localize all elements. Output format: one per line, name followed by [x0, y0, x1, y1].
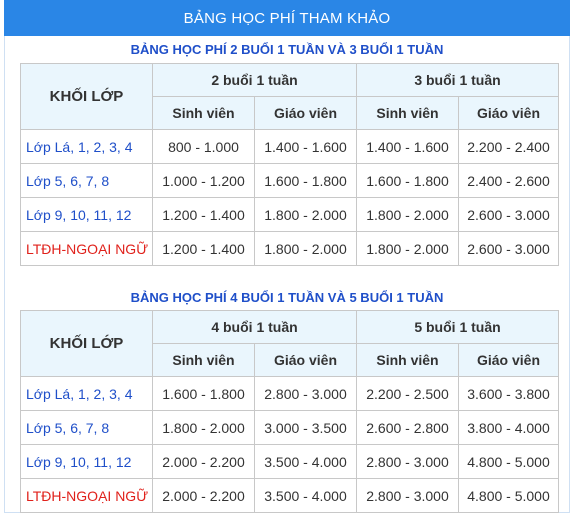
fee-cell: 4.800 - 5.000	[458, 478, 559, 513]
role-header-student: Sinh viên	[152, 96, 255, 130]
fee-cell: 1.800 - 2.000	[254, 231, 357, 266]
fee-cell: 1.400 - 1.600	[356, 129, 459, 164]
fee-cell: 2.200 - 2.400	[458, 129, 559, 164]
table-2-title: BẢNG HỌC PHÍ 4 BUỔI 1 TUẦN VÀ 5 BUỔI 1 T…	[130, 290, 444, 305]
fee-cell: 1.800 - 2.000	[254, 197, 357, 232]
grade-column-header: KHỐI LỚP	[20, 63, 153, 130]
fee-cell: 2.600 - 2.800	[356, 410, 459, 445]
role-header-student: Sinh viên	[356, 96, 459, 130]
grade-cell: Lớp Lá, 1, 2, 3, 4	[20, 376, 153, 411]
table-row: LTĐH-NGOẠI NGỮ 1.200 - 1.400 1.800 - 2.0…	[20, 231, 559, 266]
grade-cell: Lớp Lá, 1, 2, 3, 4	[20, 129, 153, 164]
table-row: Lớp Lá, 1, 2, 3, 4 1.600 - 1.800 2.800 -…	[20, 376, 559, 411]
grade-cell: Lớp 5, 6, 7, 8	[20, 163, 153, 198]
fee-cell: 2.800 - 3.000	[254, 376, 357, 411]
fee-cell: 3.500 - 4.000	[254, 444, 357, 479]
role-header-student: Sinh viên	[152, 343, 255, 377]
fee-cell: 2.000 - 2.200	[152, 444, 255, 479]
fee-cell: 1.200 - 1.400	[152, 231, 255, 266]
fee-cell: 2.000 - 2.200	[152, 478, 255, 513]
grade-cell: Lớp 5, 6, 7, 8	[20, 410, 153, 445]
banner-title: BẢNG HỌC PHÍ THAM KHẢO	[183, 9, 391, 27]
role-header-teacher: Giáo viên	[458, 96, 559, 130]
fee-cell: 1.800 - 2.000	[152, 410, 255, 445]
role-header-teacher: Giáo viên	[254, 96, 357, 130]
page-frame	[4, 0, 570, 513]
fee-cell: 800 - 1.000	[152, 129, 255, 164]
table-row: Lớp 5, 6, 7, 8 1.000 - 1.200 1.600 - 1.8…	[20, 163, 559, 198]
grade-cell: Lớp 9, 10, 11, 12	[20, 197, 153, 232]
fee-cell: 1.400 - 1.600	[254, 129, 357, 164]
fee-cell: 1.600 - 1.800	[152, 376, 255, 411]
page-banner: BẢNG HỌC PHÍ THAM KHẢO	[4, 0, 570, 36]
grade-cell: LTĐH-NGOẠI NGỮ	[20, 231, 153, 266]
period-header: 2 buổi 1 tuần	[152, 63, 357, 97]
role-header-student: Sinh viên	[356, 343, 459, 377]
fee-cell: 1.800 - 2.000	[356, 197, 459, 232]
period-header: 4 buổi 1 tuần	[152, 310, 357, 344]
grade-cell: LTĐH-NGOẠI NGỮ	[20, 478, 153, 513]
fee-cell: 2.600 - 3.000	[458, 197, 559, 232]
fee-cell: 2.400 - 2.600	[458, 163, 559, 198]
fee-cell: 3.600 - 3.800	[458, 376, 559, 411]
fee-table-1: KHỐI LỚP 2 buổi 1 tuần 3 buổi 1 tuần Sin…	[20, 63, 559, 266]
table-1-title: BẢNG HỌC PHÍ 2 BUỔI 1 TUẦN VÀ 3 BUỔI 1 T…	[130, 42, 444, 57]
fee-cell: 1.000 - 1.200	[152, 163, 255, 198]
table-row: Lớp 9, 10, 11, 12 1.200 - 1.400 1.800 - …	[20, 197, 559, 232]
fee-cell: 2.600 - 3.000	[458, 231, 559, 266]
fee-cell: 1.800 - 2.000	[356, 231, 459, 266]
fee-cell: 3.500 - 4.000	[254, 478, 357, 513]
fee-cell: 1.200 - 1.400	[152, 197, 255, 232]
fee-cell: 2.200 - 2.500	[356, 376, 459, 411]
fee-cell: 3.000 - 3.500	[254, 410, 357, 445]
grade-cell: Lớp 9, 10, 11, 12	[20, 444, 153, 479]
fee-cell: 3.800 - 4.000	[458, 410, 559, 445]
period-header: 5 buổi 1 tuần	[356, 310, 559, 344]
fee-cell: 1.600 - 1.800	[356, 163, 459, 198]
table-row: LTĐH-NGOẠI NGỮ 2.000 - 2.200 3.500 - 4.0…	[20, 478, 559, 513]
fee-cell: 4.800 - 5.000	[458, 444, 559, 479]
table-row: Lớp 9, 10, 11, 12 2.000 - 2.200 3.500 - …	[20, 444, 559, 479]
fee-cell: 2.800 - 3.000	[356, 444, 459, 479]
period-header: 3 buổi 1 tuần	[356, 63, 559, 97]
fee-cell: 2.800 - 3.000	[356, 478, 459, 513]
fee-cell: 1.600 - 1.800	[254, 163, 357, 198]
table-row: Lớp 5, 6, 7, 8 1.800 - 2.000 3.000 - 3.5…	[20, 410, 559, 445]
role-header-teacher: Giáo viên	[254, 343, 357, 377]
role-header-teacher: Giáo viên	[458, 343, 559, 377]
table-row: Lớp Lá, 1, 2, 3, 4 800 - 1.000 1.400 - 1…	[20, 129, 559, 164]
fee-table-2: KHỐI LỚP 4 buổi 1 tuần 5 buổi 1 tuần Sin…	[20, 310, 559, 513]
grade-column-header: KHỐI LỚP	[20, 310, 153, 377]
